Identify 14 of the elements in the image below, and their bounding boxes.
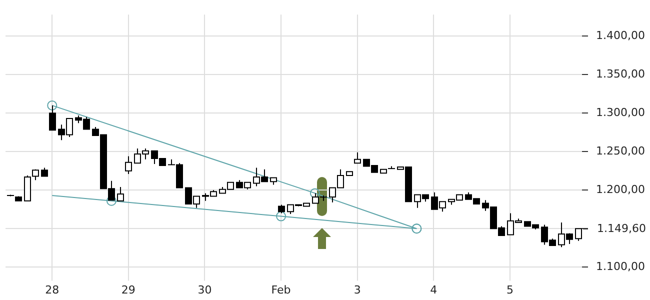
y-tick-label: 1.400,00 <box>596 29 645 42</box>
x-tick-label: 3 <box>354 283 361 296</box>
ref-line-label: 1.149,60 <box>597 222 646 235</box>
x-tick-label: 30 <box>198 283 212 296</box>
x-tick-label: Feb <box>271 283 291 296</box>
y-tick-label: 1.200,00 <box>596 182 645 196</box>
y-tick-label: 1.300,00 <box>596 106 645 119</box>
x-tick-label: 4 <box>430 283 438 296</box>
x-tick-label: 5 <box>506 283 514 296</box>
x-tick-label: 28 <box>45 283 60 296</box>
y-tick-label: 1.100,00 <box>596 260 645 273</box>
y-tick-label: 1.250,00 <box>596 144 645 158</box>
x-tick-label: 29 <box>121 283 136 296</box>
y-tick-label: 1.350,00 <box>596 68 645 81</box>
